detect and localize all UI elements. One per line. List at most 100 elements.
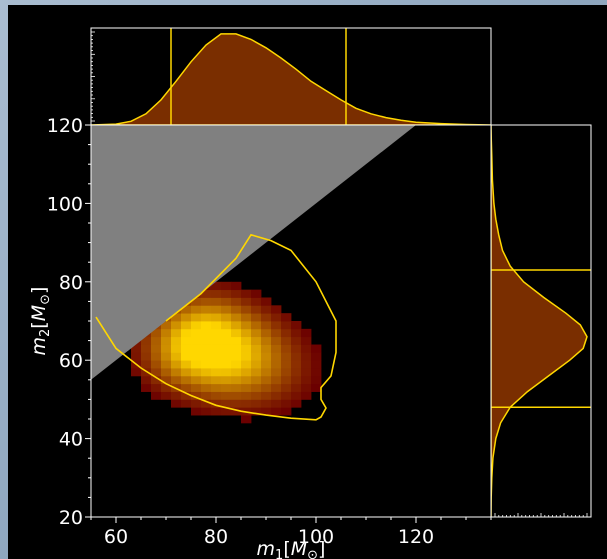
heatmap-cell [261, 375, 272, 385]
heatmap-cell [271, 399, 282, 408]
heatmap-cell [301, 383, 312, 392]
heatmap-cell [221, 297, 232, 306]
joint-panel: 60 80 100 120 20 40 60 80 100 120 m1[M⊙] m2[M⊙] [28, 115, 492, 559]
heatmap-cell [211, 352, 222, 361]
heatmap-cell [221, 352, 232, 361]
marginal-m2-panel [490, 124, 592, 518]
heatmap-cell [181, 313, 192, 322]
heatmap-cell [231, 352, 242, 361]
heatmap-cell [291, 383, 302, 392]
heatmap-cell [261, 313, 272, 322]
heatmap-cell [221, 407, 232, 416]
heatmap-cell [271, 375, 282, 385]
heatmap-cell [301, 336, 312, 345]
heatmap-cell [231, 336, 242, 345]
heatmap-cell [151, 328, 162, 338]
heatmap-cell [251, 321, 262, 330]
heatmap-cell [271, 360, 282, 369]
heatmap-cell [311, 352, 322, 361]
heatmap-cell [171, 360, 182, 369]
heatmap-cell [281, 375, 292, 385]
heatmap-cell [311, 375, 322, 385]
heatmap-cell [181, 321, 192, 330]
heatmap-cell [161, 383, 172, 392]
heatmap-cell [291, 360, 302, 369]
heatmap-cell [201, 321, 212, 330]
heatmap-cell [301, 375, 312, 385]
heatmap-cell [221, 399, 232, 408]
heatmap-cell [241, 368, 252, 377]
heatmap-cell [231, 289, 242, 298]
heatmap-cell [191, 360, 202, 369]
heatmap-cell [271, 328, 282, 338]
heatmap-cell [271, 352, 282, 361]
heatmap-cell [261, 305, 272, 314]
heatmap-cell [251, 360, 262, 369]
y-tick-label: 80 [59, 272, 83, 294]
heatmap-cell [251, 313, 262, 322]
heatmap-cell [241, 297, 252, 306]
heatmap-cell [141, 375, 152, 385]
heatmap-cell [161, 391, 172, 400]
heatmap-cell [241, 313, 252, 322]
heatmap-cell [181, 344, 192, 353]
heatmap-cell [201, 305, 212, 314]
heatmap-cell [311, 360, 322, 369]
heatmap-cell [241, 305, 252, 314]
heatmap-cell [161, 352, 172, 361]
heatmap-cell [241, 391, 252, 400]
heatmap-cell [251, 352, 262, 361]
heatmap-cell [251, 407, 262, 416]
marginal-m1-panel [90, 27, 492, 126]
heatmap-cell [241, 336, 252, 345]
marginal-m1-density [91, 33, 491, 125]
heatmap-cell [311, 368, 322, 377]
heatmap-cell [141, 336, 152, 345]
heatmap-cell [201, 391, 212, 400]
heatmap-cell [211, 375, 222, 385]
heatmap-cell [311, 383, 322, 392]
heatmap-cell [141, 344, 152, 353]
heatmap-cell [241, 352, 252, 361]
heatmap-cell [131, 344, 142, 353]
heatmap-cell [221, 375, 232, 385]
heatmap-cell [261, 336, 272, 345]
heatmap-cell [251, 336, 262, 345]
heatmap-cell [291, 391, 302, 400]
heatmap-cell [251, 391, 262, 400]
heatmap-cell [231, 399, 242, 408]
heatmap-cell [201, 328, 212, 338]
heatmap-cell [141, 383, 152, 392]
heatmap-cell [281, 352, 292, 361]
heatmap-cell [301, 344, 312, 353]
heatmap-cell [271, 313, 282, 322]
heatmap-cell [291, 336, 302, 345]
x-tick-label: 60 [104, 526, 128, 548]
heatmap-cell [211, 344, 222, 353]
x-axis: 60 80 100 120 [90, 517, 492, 548]
heatmap-cell [161, 328, 172, 338]
heatmap-cell [261, 352, 272, 361]
heatmap-cell [251, 383, 262, 392]
heatmap-cell [271, 321, 282, 330]
heatmap-cell [221, 344, 232, 353]
heatmap-cell [291, 321, 302, 330]
heatmap-cell [151, 368, 162, 377]
heatmap-cell [261, 399, 272, 408]
heatmap-cell [281, 368, 292, 377]
heatmap-cell [261, 328, 272, 338]
heatmap-cell [261, 383, 272, 392]
y-tick-label: 120 [47, 115, 83, 137]
heatmap-cell [251, 289, 262, 298]
heatmap-cell [201, 344, 212, 353]
x-tick-label: 120 [398, 526, 434, 548]
heatmap-cell [201, 407, 212, 416]
marginal-m2-ticks [494, 513, 588, 517]
heatmap-cell [281, 344, 292, 353]
heatmap-cell [171, 368, 182, 377]
heatmap-cell [211, 313, 222, 322]
heatmap-cell [141, 352, 152, 361]
heatmap-cell [211, 328, 222, 338]
heatmap-cell [191, 352, 202, 361]
heatmap-cell [191, 344, 202, 353]
